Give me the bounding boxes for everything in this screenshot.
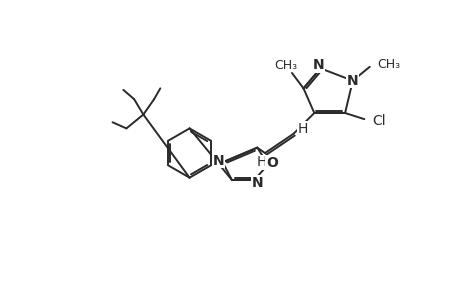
Text: CH₃: CH₃ [274, 59, 297, 72]
Text: O: O [265, 156, 277, 170]
Text: Cl: Cl [371, 114, 385, 128]
Text: N: N [213, 154, 224, 168]
Text: H: H [297, 122, 307, 136]
Text: CH₃: CH₃ [377, 58, 400, 71]
Text: N: N [251, 176, 263, 190]
Text: N: N [346, 74, 358, 88]
Text: N: N [312, 58, 323, 72]
Text: H: H [256, 155, 267, 169]
